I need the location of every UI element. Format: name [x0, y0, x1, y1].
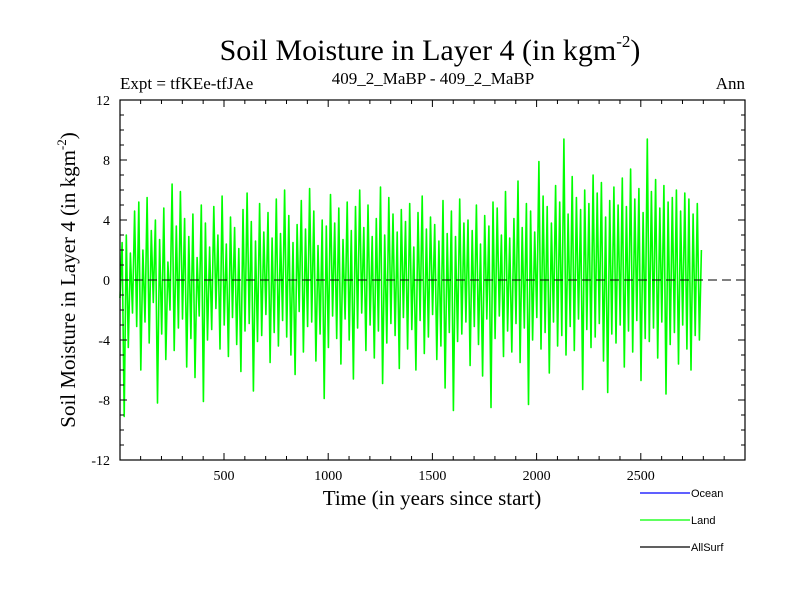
- y-tick-label: 4: [103, 214, 110, 229]
- x-tick-label: 1500: [418, 469, 446, 484]
- subtitle-left: Expt = tfKEe-tfJAe: [120, 74, 253, 93]
- series-line-land: [119, 138, 703, 418]
- subtitle-center: 409_2_MaBP - 409_2_MaBP: [332, 69, 534, 88]
- y-tick-label: 8: [103, 154, 110, 169]
- x-tick-label: 500: [213, 469, 234, 484]
- y-tick-label: 12: [96, 94, 110, 109]
- chart-title: Soil Moisture in Layer 4 (in kgm-2): [220, 32, 641, 67]
- legend: Ocean Land AllSurf: [640, 488, 724, 554]
- y-tick-label: -4: [98, 334, 110, 349]
- plot-series: [119, 138, 703, 418]
- legend-label-land: Land: [691, 515, 715, 527]
- y-axis-label: Soil Moisture in Layer 4 (in kgm-2): [54, 132, 80, 427]
- x-axis: 500 1000 1500 2000 2500: [140, 100, 725, 484]
- subtitle-right: Ann: [716, 74, 746, 93]
- x-tick-label: 1000: [314, 469, 342, 484]
- y-tick-label: -8: [98, 394, 110, 409]
- legend-label-allsurf: AllSurf: [691, 542, 724, 554]
- x-tick-label: 2500: [627, 469, 655, 484]
- x-axis-label: Time (in years since start): [323, 486, 542, 510]
- y-axis: -12 -8 -4 0 4 8 12: [91, 94, 745, 469]
- y-tick-label: -12: [91, 454, 110, 469]
- legend-label-ocean: Ocean: [691, 488, 723, 500]
- y-tick-label: 0: [103, 274, 110, 289]
- x-tick-label: 2000: [523, 469, 551, 484]
